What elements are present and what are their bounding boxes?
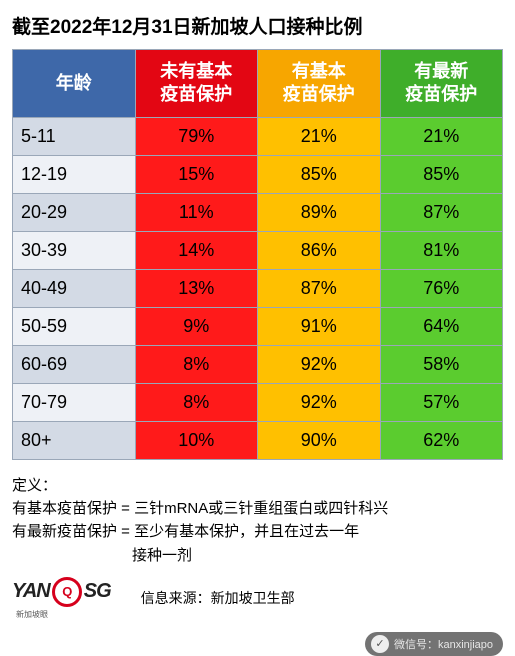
footer-row: YAN Q SG 新加坡眼 信息来源：新加坡卫生部 bbox=[12, 577, 503, 620]
no-protect-cell: 8% bbox=[135, 383, 258, 421]
wechat-icon: ✓ bbox=[371, 635, 389, 653]
table-row: 20-2911%89%87% bbox=[13, 193, 503, 231]
latest-protect-cell: 64% bbox=[380, 307, 503, 345]
basic-protect-cell: 92% bbox=[258, 345, 381, 383]
basic-protect-cell: 21% bbox=[258, 117, 381, 155]
logo-sg: SG bbox=[84, 580, 111, 603]
no-protect-cell: 9% bbox=[135, 307, 258, 345]
age-cell: 40-49 bbox=[13, 269, 136, 307]
no-protect-cell: 10% bbox=[135, 421, 258, 459]
basic-protect-cell: 85% bbox=[258, 155, 381, 193]
no-protect-cell: 15% bbox=[135, 155, 258, 193]
vaccination-table: 年龄 未有基本疫苗保护 有基本疫苗保护 有最新疫苗保护 5-1179%21%21… bbox=[12, 49, 503, 460]
wechat-badge: ✓ 微信号：kanxinjiapo bbox=[365, 632, 503, 656]
table-row: 50-599%91%64% bbox=[13, 307, 503, 345]
table-row: 30-3914%86%81% bbox=[13, 231, 503, 269]
no-protect-cell: 14% bbox=[135, 231, 258, 269]
logo-subtitle: 新加坡眼 bbox=[16, 609, 111, 620]
col-basic-protect-header: 有基本疫苗保护 bbox=[258, 50, 381, 118]
no-protect-cell: 11% bbox=[135, 193, 258, 231]
age-cell: 12-19 bbox=[13, 155, 136, 193]
latest-protect-cell: 58% bbox=[380, 345, 503, 383]
logo-ring-icon: Q bbox=[52, 577, 82, 607]
basic-protect-cell: 89% bbox=[258, 193, 381, 231]
age-cell: 70-79 bbox=[13, 383, 136, 421]
latest-protect-cell: 76% bbox=[380, 269, 503, 307]
age-cell: 30-39 bbox=[13, 231, 136, 269]
page-title: 截至2022年12月31日新加坡人口接种比例 bbox=[12, 12, 503, 39]
no-protect-cell: 13% bbox=[135, 269, 258, 307]
age-cell: 20-29 bbox=[13, 193, 136, 231]
latest-protect-cell: 21% bbox=[380, 117, 503, 155]
definition-latest-1: 有最新疫苗保护 = 至少有基本保护，并且在过去一年 bbox=[12, 520, 503, 543]
latest-protect-cell: 57% bbox=[380, 383, 503, 421]
latest-protect-cell: 81% bbox=[380, 231, 503, 269]
table-row: 60-698%92%58% bbox=[13, 345, 503, 383]
table-row: 80+10%90%62% bbox=[13, 421, 503, 459]
definition-basic: 有基本疫苗保护 = 三针mRNA或三针重组蛋白或四针科兴 bbox=[12, 497, 503, 520]
table-row: 70-798%92%57% bbox=[13, 383, 503, 421]
table-row: 5-1179%21%21% bbox=[13, 117, 503, 155]
latest-protect-cell: 62% bbox=[380, 421, 503, 459]
col-no-protect-header: 未有基本疫苗保护 bbox=[135, 50, 258, 118]
definitions-block: 定义： 有基本疫苗保护 = 三针mRNA或三针重组蛋白或四针科兴 有最新疫苗保护… bbox=[12, 474, 503, 567]
age-cell: 80+ bbox=[13, 421, 136, 459]
table-row: 12-1915%85%85% bbox=[13, 155, 503, 193]
basic-protect-cell: 91% bbox=[258, 307, 381, 345]
col-latest-protect-header: 有最新疫苗保护 bbox=[380, 50, 503, 118]
basic-protect-cell: 92% bbox=[258, 383, 381, 421]
no-protect-cell: 79% bbox=[135, 117, 258, 155]
col-age-header: 年龄 bbox=[13, 50, 136, 118]
source-line: 信息来源：新加坡卫生部 bbox=[141, 588, 295, 608]
latest-protect-cell: 85% bbox=[380, 155, 503, 193]
table-row: 40-4913%87%76% bbox=[13, 269, 503, 307]
basic-protect-cell: 87% bbox=[258, 269, 381, 307]
logo-yan: YAN bbox=[12, 580, 50, 603]
logo: YAN Q SG 新加坡眼 bbox=[12, 577, 111, 620]
age-cell: 5-11 bbox=[13, 117, 136, 155]
no-protect-cell: 8% bbox=[135, 345, 258, 383]
age-cell: 60-69 bbox=[13, 345, 136, 383]
basic-protect-cell: 86% bbox=[258, 231, 381, 269]
basic-protect-cell: 90% bbox=[258, 421, 381, 459]
age-cell: 50-59 bbox=[13, 307, 136, 345]
definition-label: 定义： bbox=[12, 474, 503, 497]
wechat-text: 微信号：kanxinjiapo bbox=[394, 636, 493, 652]
definition-latest-2: 接种一剂 bbox=[12, 544, 503, 567]
latest-protect-cell: 87% bbox=[380, 193, 503, 231]
